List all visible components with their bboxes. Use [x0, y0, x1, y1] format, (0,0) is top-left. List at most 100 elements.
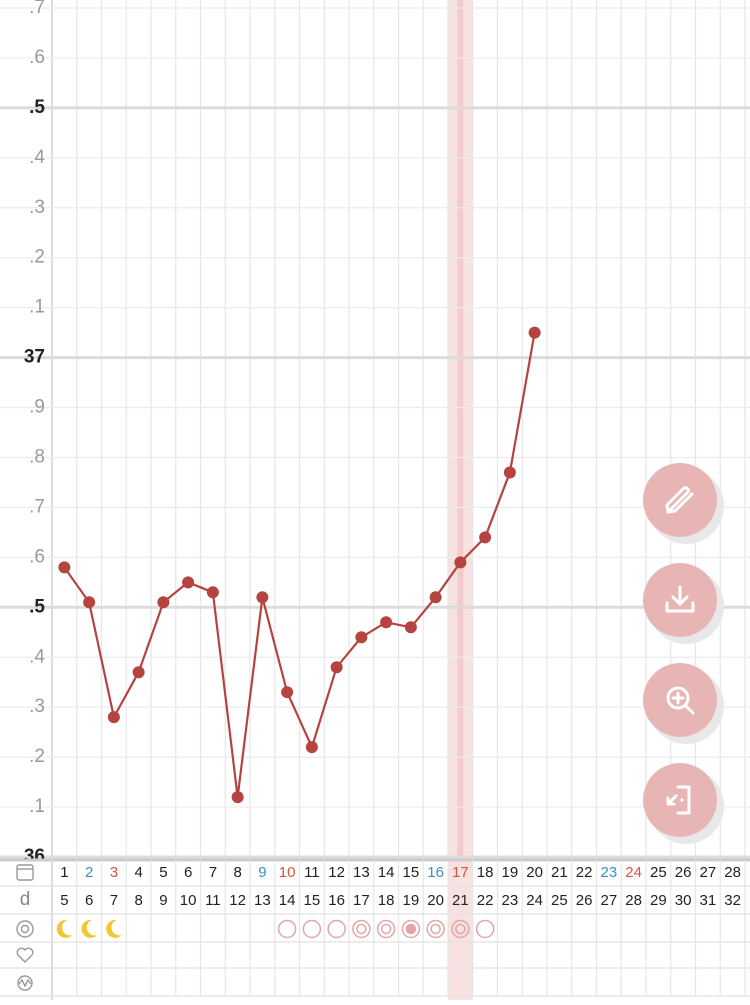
y-tick-label: .2 — [29, 746, 45, 767]
row-value: 13 — [254, 892, 271, 909]
x-tick-label: 22 — [576, 864, 593, 881]
y-tick-label: .1 — [29, 297, 45, 318]
heart-icon — [16, 947, 34, 963]
x-tick-label: 26 — [675, 864, 692, 881]
x-tick-label: 1 — [60, 864, 68, 881]
x-tick-label: 21 — [551, 864, 568, 881]
cycle-circle — [277, 919, 297, 939]
button-face — [643, 663, 717, 737]
cycle-circle-inner — [356, 923, 367, 935]
temperature-point — [503, 466, 516, 479]
row-value: 10 — [180, 892, 197, 909]
x-tick-label: 6 — [184, 864, 192, 881]
cycle-circle-inner — [380, 923, 392, 935]
action-button[interactable] — [643, 563, 724, 644]
x-tick-label: 7 — [209, 864, 217, 881]
y-tick-label: 37 — [24, 347, 45, 368]
x-tick-label: 16 — [427, 864, 444, 881]
button-face — [643, 763, 717, 837]
row-value: 30 — [675, 892, 692, 909]
x-tick-label: 4 — [134, 864, 142, 881]
highlight-line — [457, 0, 464, 860]
x-tick-label: 20 — [526, 864, 543, 881]
temperature-point — [58, 561, 71, 574]
temperature-point — [380, 616, 393, 629]
temperature-point — [157, 596, 170, 609]
temperature-point — [256, 591, 269, 604]
moon-icon — [106, 919, 122, 938]
row-value: 29 — [650, 892, 667, 909]
temperature-point — [330, 661, 343, 674]
y-tick-label: .4 — [29, 646, 45, 667]
x-tick-label: 12 — [328, 864, 345, 881]
table-bg — [0, 860, 750, 1000]
button-icon — [666, 686, 695, 715]
row-icons — [16, 864, 34, 991]
cycle-circle-inner — [405, 923, 417, 935]
cycle-circle — [426, 919, 445, 939]
row-value: 16 — [328, 892, 345, 909]
wave-icon-line — [18, 978, 32, 988]
x-tick-label: 10 — [279, 864, 296, 881]
x-tick-label: 2 — [85, 864, 93, 881]
temperature-point — [305, 741, 318, 754]
row-value: 5 — [60, 892, 68, 909]
row-value: 9 — [159, 892, 167, 909]
temperature-point — [182, 576, 195, 589]
row-label: d — [20, 889, 31, 910]
row-value: 21 — [452, 892, 469, 909]
wave-icon — [17, 975, 33, 991]
row-value: 23 — [502, 892, 519, 909]
action-button[interactable] — [643, 463, 724, 544]
row-value: 25 — [551, 892, 568, 909]
y-tick-label: .3 — [29, 696, 45, 717]
action-button[interactable] — [643, 763, 724, 844]
x-tick-label: 8 — [233, 864, 241, 881]
temperature-point — [83, 596, 96, 609]
button-icon — [665, 585, 695, 613]
row-value: 15 — [304, 892, 321, 909]
temperature-point — [528, 326, 541, 339]
cycle-circle — [327, 919, 346, 939]
cycle-circle — [451, 919, 470, 939]
temperature-point — [206, 586, 219, 599]
row-value: 8 — [134, 892, 142, 909]
y-tick-label: .8 — [29, 446, 45, 467]
x-tick-label: 19 — [502, 864, 519, 881]
row-value: 22 — [477, 892, 494, 909]
calendar-icon — [16, 864, 34, 881]
row-value: 7 — [110, 892, 118, 909]
temperature-point — [429, 591, 442, 604]
x-tick-label: 28 — [724, 864, 741, 881]
row-value: 32 — [724, 892, 741, 909]
button-icon — [665, 486, 694, 514]
cycle-circle-inner — [455, 923, 466, 935]
y-tick-label: .1 — [29, 796, 45, 817]
y-tick-label: .4 — [29, 147, 45, 168]
row-value: 11 — [205, 892, 221, 909]
cycle-circle — [475, 919, 495, 939]
x-tick-label: 9 — [258, 864, 266, 881]
row-value: 17 — [353, 892, 370, 909]
cycle-circle-inner — [430, 923, 441, 935]
y-tick-label: .2 — [29, 247, 45, 268]
row-value: 20 — [427, 892, 444, 909]
y-tick-label: .5 — [29, 97, 45, 118]
row-value: 26 — [576, 892, 593, 909]
action-button[interactable] — [643, 663, 724, 744]
temperature-point — [281, 686, 294, 699]
x-tick-label: 14 — [378, 864, 395, 881]
x-tick-label: 5 — [159, 864, 167, 881]
temperature-point — [355, 631, 368, 644]
temperature-line — [63, 332, 536, 798]
y-tick-label: .5 — [29, 596, 45, 617]
temperature-point — [454, 556, 467, 569]
x-tick-label: 23 — [601, 864, 618, 881]
button-icon — [666, 785, 691, 815]
row-value: 28 — [625, 892, 642, 909]
target-icon — [16, 920, 34, 938]
row-value: 6 — [85, 892, 93, 909]
row-value: 27 — [601, 892, 618, 909]
